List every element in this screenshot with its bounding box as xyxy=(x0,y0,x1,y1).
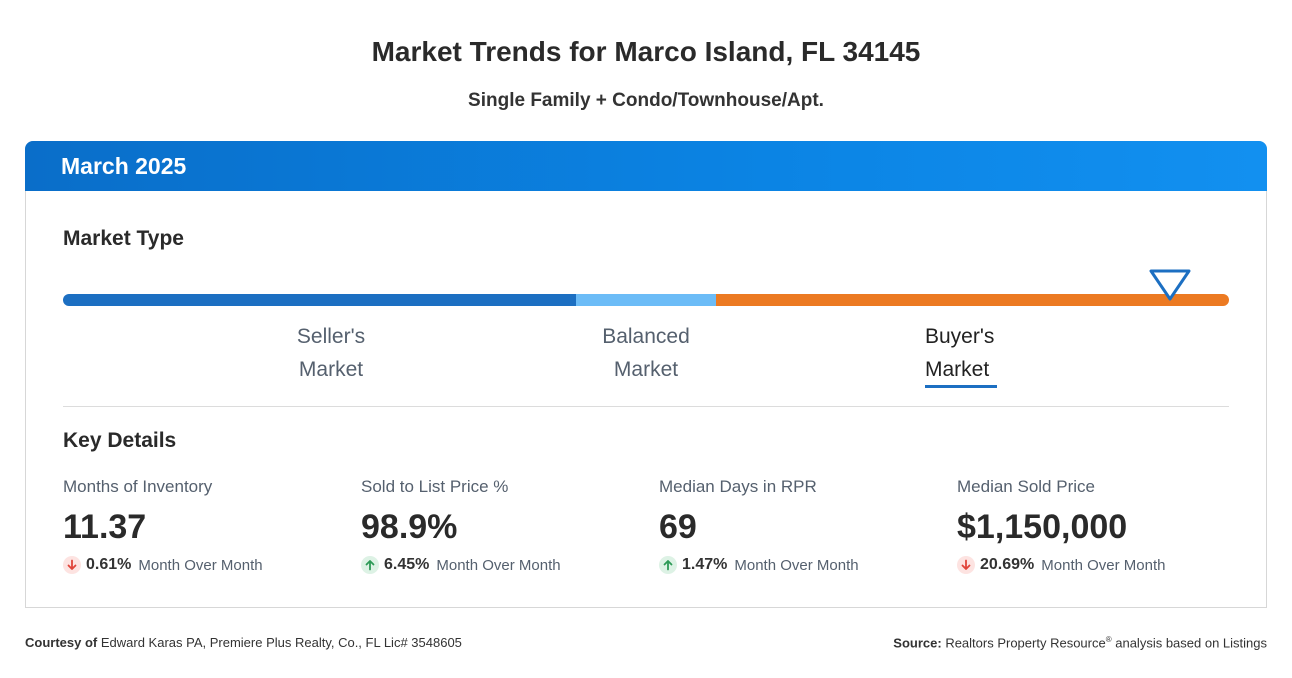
buyer-label-line1: Buyer's xyxy=(925,325,995,348)
change-percent: 6.45% xyxy=(384,556,430,573)
section-divider xyxy=(63,406,1229,407)
buyer-market-segment xyxy=(716,294,1229,306)
market-type-bar xyxy=(63,294,1229,306)
change-percent: 20.69% xyxy=(980,556,1035,573)
metric-value: 69 xyxy=(659,508,697,546)
metric-change: 1.47% Month Over Month xyxy=(659,554,949,576)
market-type-heading: Market Type xyxy=(63,227,184,250)
courtesy-footer: Courtesy of Edward Karas PA, Premiere Pl… xyxy=(25,635,462,650)
metric-change: 6.45% Month Over Month xyxy=(361,554,651,576)
courtesy-text: Edward Karas PA, Premiere Plus Realty, C… xyxy=(100,635,462,650)
page-title: Market Trends for Marco Island, FL 34145 xyxy=(371,36,921,67)
balanced-label-line2: Market xyxy=(613,358,679,381)
metric-value: 11.37 xyxy=(63,508,147,546)
card-header: March 2025 xyxy=(25,141,1267,191)
metric-change: 0.61% Month Over Month xyxy=(63,554,353,576)
arrow-up-icon xyxy=(659,556,677,574)
active-market-underline xyxy=(925,385,997,388)
metric-median-days-in-rpr: Median Days in RPR 69 1.47% Month Over M… xyxy=(659,477,949,576)
arrow-down-icon xyxy=(63,556,81,574)
metric-label: Median Sold Price xyxy=(957,477,1095,496)
seller-market-label: Seller's Market xyxy=(281,320,381,386)
change-period: Month Over Month xyxy=(734,556,859,574)
source-footer: Source: Realtors Property Resource® anal… xyxy=(893,635,1267,650)
seller-label-line2: Market xyxy=(298,358,364,381)
source-label: Source: xyxy=(893,635,942,651)
metric-label: Months of Inventory xyxy=(63,477,213,496)
buyer-label-line2: Market xyxy=(925,358,990,381)
metric-median-sold-price: Median Sold Price $1,150,000 20.69% Mont… xyxy=(957,477,1247,576)
arrow-up-icon xyxy=(361,556,379,574)
courtesy-label: Courtesy of xyxy=(25,635,98,650)
change-percent: 0.61% xyxy=(86,556,132,573)
change-period: Month Over Month xyxy=(138,556,263,574)
balanced-market-segment xyxy=(576,294,716,306)
change-period: Month Over Month xyxy=(1041,556,1166,574)
arrow-down-icon xyxy=(957,556,975,574)
metric-label: Median Days in RPR xyxy=(659,477,817,496)
key-details-heading: Key Details xyxy=(63,429,177,452)
seller-label-line1: Seller's xyxy=(296,325,366,348)
metric-months-of-inventory: Months of Inventory 11.37 0.61% Month Ov… xyxy=(63,477,353,576)
source-text: Realtors Property Resource xyxy=(945,635,1106,651)
change-period: Month Over Month xyxy=(436,556,561,574)
metric-label: Sold to List Price % xyxy=(361,477,509,496)
buyer-market-label: Buyer's Market xyxy=(911,320,1011,386)
market-trends-card: March 2025 Market Type Seller's Market B… xyxy=(25,141,1267,608)
metric-change: 20.69% Month Over Month xyxy=(957,554,1247,576)
balanced-label-line1: Balanced xyxy=(602,325,690,348)
metric-value: 98.9% xyxy=(361,508,458,546)
change-percent: 1.47% xyxy=(682,556,728,573)
market-indicator-icon xyxy=(1149,269,1191,301)
period-label: March 2025 xyxy=(61,153,187,179)
metric-value: $1,150,000 xyxy=(957,508,1128,546)
page-subtitle: Single Family + Condo/Townhouse/Apt. xyxy=(468,90,824,111)
source-text-suffix: analysis based on Listings xyxy=(1111,635,1267,651)
seller-market-segment xyxy=(63,294,576,306)
metric-sold-to-list-price: Sold to List Price % 98.9% 6.45% Month O… xyxy=(361,477,651,576)
registered-mark: ® xyxy=(1105,635,1112,644)
balanced-market-label: Balanced Market xyxy=(586,320,706,386)
